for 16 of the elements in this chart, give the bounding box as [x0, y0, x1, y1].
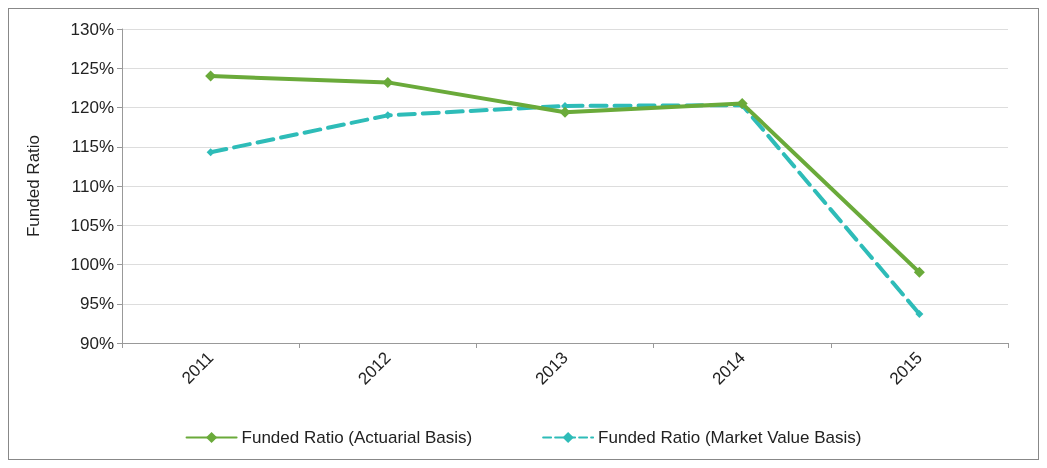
- y-tick-label: 130%: [70, 19, 114, 39]
- legend-label: Funded Ratio (Actuarial Basis): [241, 428, 473, 447]
- point: [913, 266, 925, 278]
- y-tick-label: 100%: [70, 255, 114, 274]
- y-tick-label: 120%: [70, 98, 114, 117]
- y-tick-label: 115%: [71, 137, 114, 157]
- y-tick-label: 125%: [70, 58, 114, 78]
- y-tick-label: 95%: [79, 294, 114, 314]
- y-tick-label: 110%: [71, 176, 114, 196]
- y-tick-label: 105%: [70, 215, 114, 235]
- y-tick-label: 90%: [79, 333, 114, 353]
- y-axis-title: Funded Ratio: [24, 134, 43, 238]
- point: [383, 111, 392, 120]
- point: [915, 309, 924, 318]
- point: [206, 148, 215, 157]
- legend-label: Funded Ratio (Market Value Basis): [598, 428, 862, 447]
